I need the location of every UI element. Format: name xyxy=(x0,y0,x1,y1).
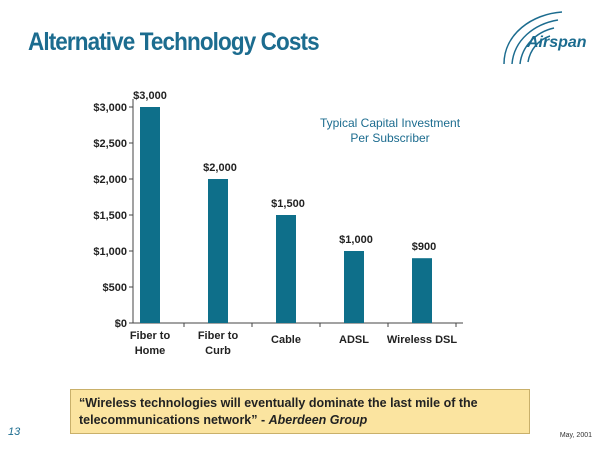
quote-text: “Wireless technologies will eventually d… xyxy=(79,396,478,427)
data-label: $900 xyxy=(412,241,436,253)
chart-title-line: Per Subscriber xyxy=(350,131,430,145)
y-tick-label: $500 xyxy=(103,282,127,294)
x-tick-label: ADSL xyxy=(339,334,369,346)
date-label: May, 2001 xyxy=(559,432,592,439)
x-tick-label: Curb xyxy=(205,345,231,357)
quote-source: Aberdeen Group xyxy=(268,413,368,427)
x-tick-label: Home xyxy=(135,345,166,357)
y-tick-label: $3,000 xyxy=(93,102,127,114)
x-tick-label: Fiber to xyxy=(198,330,239,342)
data-label: $1,000 xyxy=(339,234,373,246)
chart-title: Typical Capital Investment Per Subscribe… xyxy=(300,116,480,146)
x-tick-label: Fiber to xyxy=(130,330,171,342)
x-tick-label: Cable xyxy=(271,334,301,346)
airspan-logo-icon xyxy=(503,11,563,65)
chart-title-line: Typical Capital Investment xyxy=(319,116,461,130)
data-label: $1,500 xyxy=(271,198,305,210)
quote-box: “Wireless technologies will eventually d… xyxy=(70,389,530,434)
y-tick-label: $2,500 xyxy=(93,138,127,150)
slide-title: Alternative Technology Costs xyxy=(28,28,320,56)
y-tick-label: $1,500 xyxy=(93,210,127,222)
y-tick-label: $1,000 xyxy=(93,246,127,258)
data-label: $3,000 xyxy=(133,90,167,102)
page-number: 13 xyxy=(8,426,21,438)
bar-chart: $0 $500 $1,000 $1,500 $2,000 $2,500 $3,000 $3,0… xyxy=(93,90,463,357)
logo-text: Airspan xyxy=(527,34,587,51)
y-tick-label: $2,000 xyxy=(93,174,127,186)
bar xyxy=(208,179,228,323)
x-tick-label: Wireless DSL xyxy=(387,334,457,346)
bar xyxy=(140,107,160,323)
data-label: $2,000 xyxy=(203,162,237,174)
bar xyxy=(344,251,364,323)
y-tick-label: $0 xyxy=(115,318,127,330)
bar xyxy=(412,258,432,323)
bar xyxy=(276,215,296,323)
